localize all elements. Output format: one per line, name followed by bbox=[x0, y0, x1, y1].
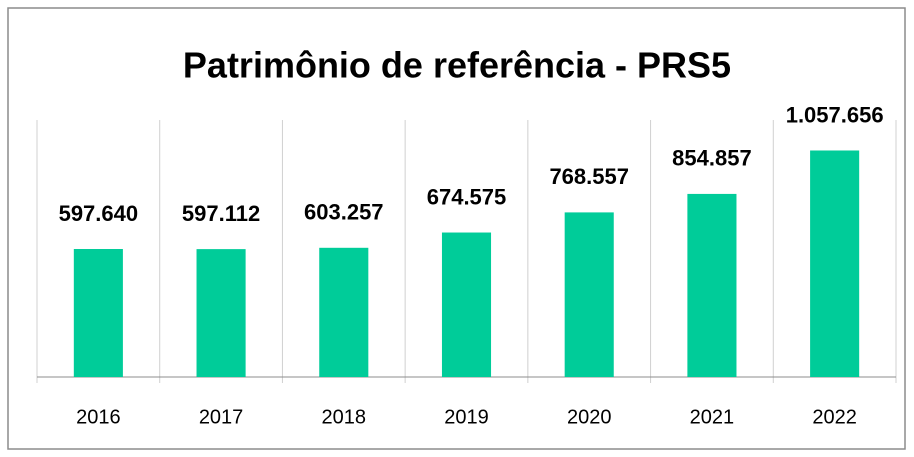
x-tick-label: 2016 bbox=[76, 406, 121, 428]
value-label: 603.257 bbox=[304, 200, 384, 225]
value-label: 597.640 bbox=[59, 201, 139, 226]
x-tick-label: 2018 bbox=[322, 406, 367, 428]
bar bbox=[564, 212, 614, 377]
bar bbox=[687, 193, 737, 377]
x-tick-label: 2020 bbox=[567, 406, 612, 428]
chart-title: Patrimônio de referência - PRS5 bbox=[183, 45, 731, 86]
value-label: 768.557 bbox=[549, 164, 629, 189]
bar bbox=[196, 249, 246, 377]
bar bbox=[810, 150, 860, 377]
bar bbox=[441, 232, 492, 377]
value-label: 1.057.656 bbox=[786, 102, 884, 127]
x-tick-label: 2017 bbox=[199, 406, 244, 428]
x-tick-label: 2021 bbox=[690, 406, 735, 428]
bar bbox=[73, 249, 123, 377]
x-tick-label: 2019 bbox=[444, 406, 489, 428]
value-label: 854.857 bbox=[672, 146, 752, 171]
value-label: 674.575 bbox=[427, 184, 507, 209]
bar bbox=[319, 247, 369, 377]
value-label: 597.112 bbox=[182, 201, 260, 226]
x-tick-label: 2022 bbox=[812, 406, 857, 428]
